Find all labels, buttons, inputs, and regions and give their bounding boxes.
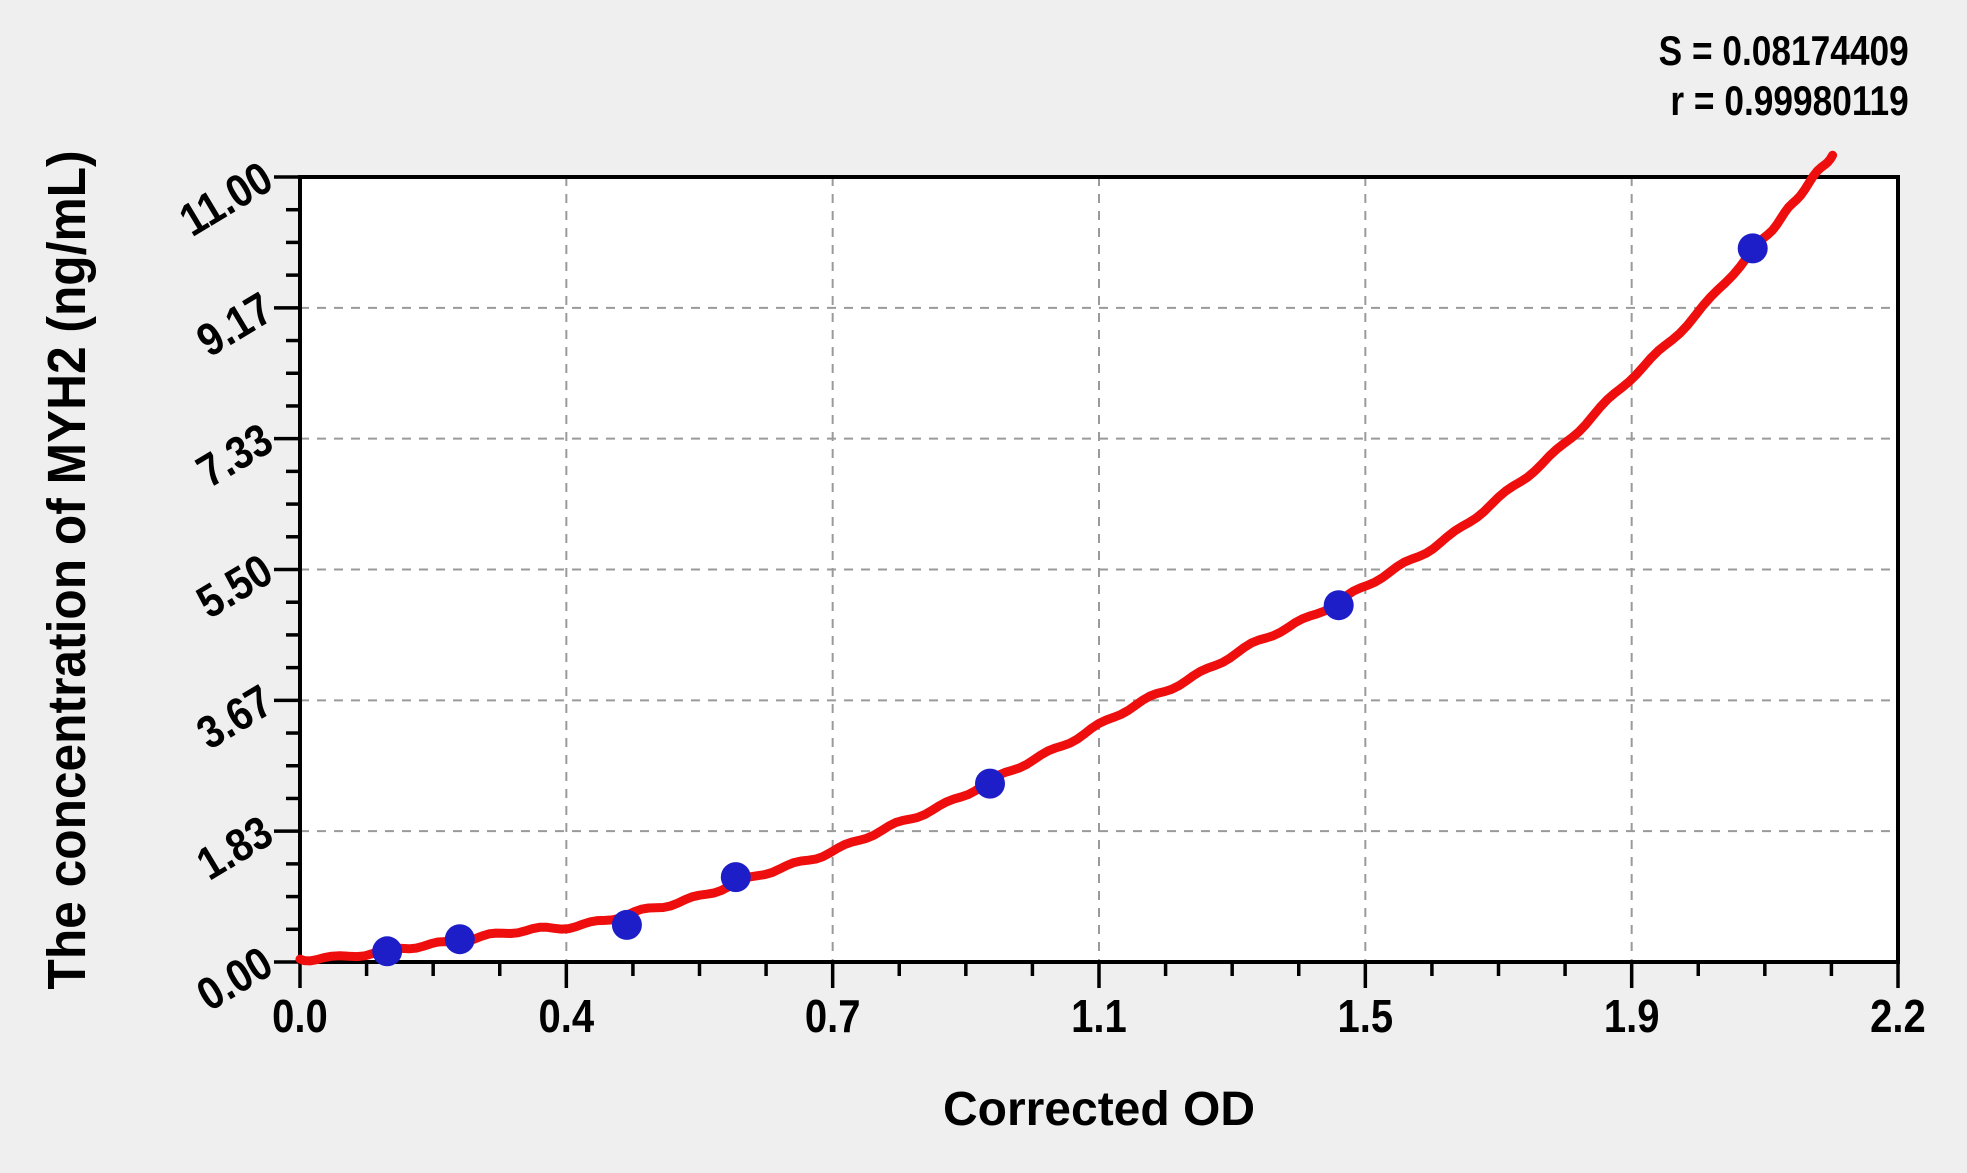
x-tick-label-group: 0.4 (539, 991, 595, 1042)
s-value: S = 0.08174409 (1658, 27, 1909, 74)
y-tick-label-group: 5.50 (188, 545, 281, 629)
data-point (720, 862, 751, 893)
y-tick-label: 11.00 (171, 152, 281, 246)
r-value: r = 0.99980119 (1670, 77, 1909, 124)
data-point (444, 924, 475, 955)
x-tick-label-group: 1.1 (1071, 991, 1127, 1042)
x-tick-label-group: 0.7 (805, 991, 861, 1042)
y-tick-label: 0.00 (188, 937, 281, 1021)
x-tick-label: 0.7 (805, 991, 861, 1042)
fitted-curve (295, 150, 1838, 966)
y-tick-label: 3.67 (188, 676, 281, 760)
y-tick-label-group: 3.67 (188, 676, 281, 760)
x-tick-label: 2.2 (1870, 991, 1926, 1042)
x-tick-label-group: 1.9 (1604, 991, 1660, 1042)
y-tick-label: 7.33 (188, 414, 281, 498)
x-tick-label: 0.4 (539, 991, 595, 1042)
fit-statistics: S = 0.08174409 r = 0.99980119 (1611, 26, 1909, 126)
x-tick-label: 1.1 (1071, 991, 1127, 1042)
x-tick-label: 1.5 (1338, 991, 1394, 1042)
y-tick-label-group: 0.00 (188, 937, 281, 1021)
y-tick-label-group: 9.17 (188, 283, 281, 367)
x-tick-label-group: 1.5 (1338, 991, 1394, 1042)
x-tick-label-group: 2.2 (1870, 991, 1926, 1042)
data-point (1323, 590, 1354, 621)
x-tick-label: 0.0 (272, 991, 328, 1042)
data-point (975, 768, 1005, 799)
x-tick-label-group: 0.0 (272, 991, 328, 1042)
x-axis-title: Corrected OD (942, 1083, 1256, 1136)
y-tick-label-group: 7.33 (188, 414, 281, 498)
y-tick-label: 9.17 (188, 283, 281, 367)
data-point (1737, 233, 1768, 264)
y-tick-label: 5.50 (188, 545, 281, 629)
data-point (611, 909, 642, 940)
x-tick-label: 1.9 (1604, 991, 1660, 1042)
y-tick-label-group: 11.00 (171, 152, 281, 246)
y-axis-title: The concentration of MYH2 (ng/mL) (37, 150, 97, 990)
data-point (372, 936, 403, 967)
y-tick-label: 1.83 (188, 806, 281, 890)
y-tick-label-group: 1.83 (188, 806, 281, 890)
